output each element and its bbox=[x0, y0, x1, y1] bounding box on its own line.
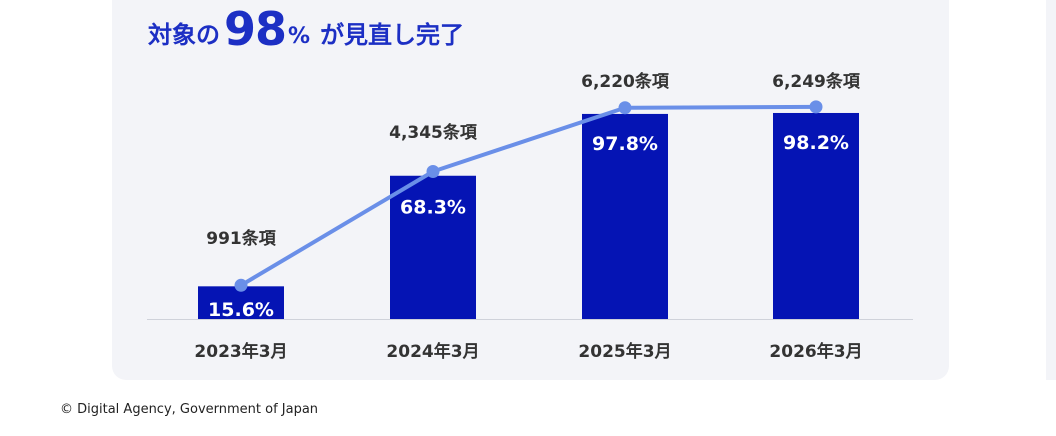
category-label-2: 2025年3月 bbox=[578, 341, 671, 362]
percent-label-3: 98.2% bbox=[783, 132, 849, 154]
headline-percent-sign: % bbox=[288, 24, 311, 49]
copyright-footer: © Digital Agency, Government of Japan bbox=[60, 402, 319, 417]
count-label-0: 991条項 bbox=[206, 228, 276, 249]
count-label-3: 6,249条項 bbox=[772, 71, 861, 92]
count-label-1: 4,345条項 bbox=[389, 122, 478, 143]
percent-label-1: 68.3% bbox=[400, 196, 466, 218]
bar-3 bbox=[773, 112, 859, 320]
category-label-3: 2026年3月 bbox=[769, 341, 862, 362]
bar-2 bbox=[582, 113, 668, 319]
category-label-1: 2024年3月 bbox=[386, 341, 479, 362]
rate-point-3 bbox=[809, 100, 823, 114]
adjacent-panel-edge bbox=[1046, 0, 1056, 380]
percent-label-2: 97.8% bbox=[592, 133, 658, 155]
rate-point-2 bbox=[618, 101, 632, 115]
category-label-0: 2023年3月 bbox=[194, 341, 287, 362]
headline: 対象の 98 % が見直し完了 bbox=[148, 0, 464, 56]
headline-prefix: 対象の bbox=[148, 21, 220, 49]
rate-point-1 bbox=[426, 164, 440, 178]
headline-big-number: 98 bbox=[224, 2, 287, 56]
count-label-2: 6,220条項 bbox=[581, 71, 670, 92]
percent-label-0: 15.6% bbox=[208, 299, 274, 321]
bar-1 bbox=[390, 175, 476, 319]
rate-line bbox=[239, 104, 818, 288]
rate-point-0 bbox=[234, 278, 248, 292]
headline-suffix: が見直し完了 bbox=[320, 21, 465, 49]
